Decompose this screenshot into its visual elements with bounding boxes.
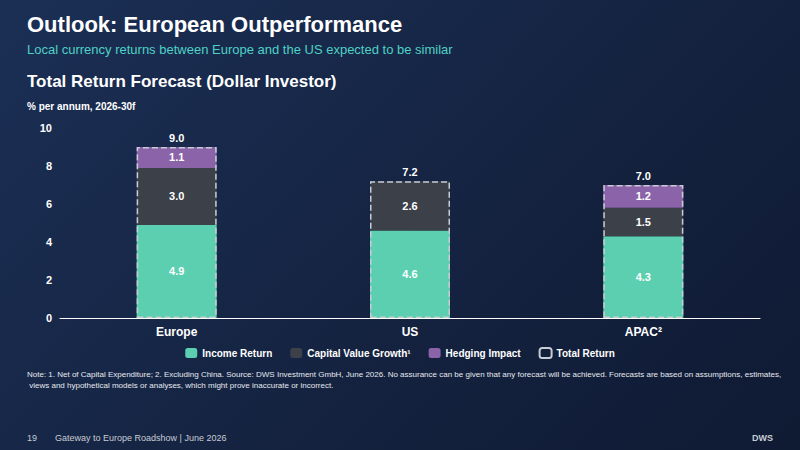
svg-text:Total Return Forecast (Dollar: Total Return Forecast (Dollar Investor) bbox=[27, 72, 337, 91]
svg-text:9.0: 9.0 bbox=[169, 132, 184, 144]
svg-text:2: 2 bbox=[46, 274, 52, 286]
svg-text:7.0: 7.0 bbox=[636, 170, 651, 182]
svg-text:Local currency returns between: Local currency returns between Europe an… bbox=[27, 42, 453, 57]
svg-text:8: 8 bbox=[46, 160, 52, 172]
svg-text:DWS: DWS bbox=[752, 433, 773, 443]
svg-text:7.2: 7.2 bbox=[402, 166, 417, 178]
svg-text:Capital Value Growth¹: Capital Value Growth¹ bbox=[307, 348, 411, 359]
svg-text:19: 19 bbox=[27, 433, 37, 443]
svg-text:0: 0 bbox=[46, 312, 52, 324]
svg-text:Note: 1. Net of Capital Expend: Note: 1. Net of Capital Expenditure; 2. … bbox=[27, 370, 781, 379]
svg-text:views and hypothetical models: views and hypothetical models or analyse… bbox=[27, 381, 333, 390]
svg-text:Europe: Europe bbox=[156, 325, 198, 339]
svg-text:APAC²: APAC² bbox=[625, 325, 662, 339]
svg-text:6: 6 bbox=[46, 198, 52, 210]
svg-text:Total Return: Total Return bbox=[557, 348, 615, 359]
svg-text:Gateway to Europe Roadshow | J: Gateway to Europe Roadshow | June 2026 bbox=[55, 433, 226, 443]
svg-text:Hedging Impact: Hedging Impact bbox=[446, 348, 522, 359]
svg-text:% per annum, 2026-30f: % per annum, 2026-30f bbox=[27, 101, 136, 112]
svg-text:Outlook: European Outperforman: Outlook: European Outperformance bbox=[27, 12, 402, 37]
svg-text:10: 10 bbox=[40, 122, 52, 134]
svg-text:US: US bbox=[402, 325, 419, 339]
svg-text:Income Return: Income Return bbox=[202, 348, 272, 359]
svg-text:4: 4 bbox=[46, 236, 53, 248]
